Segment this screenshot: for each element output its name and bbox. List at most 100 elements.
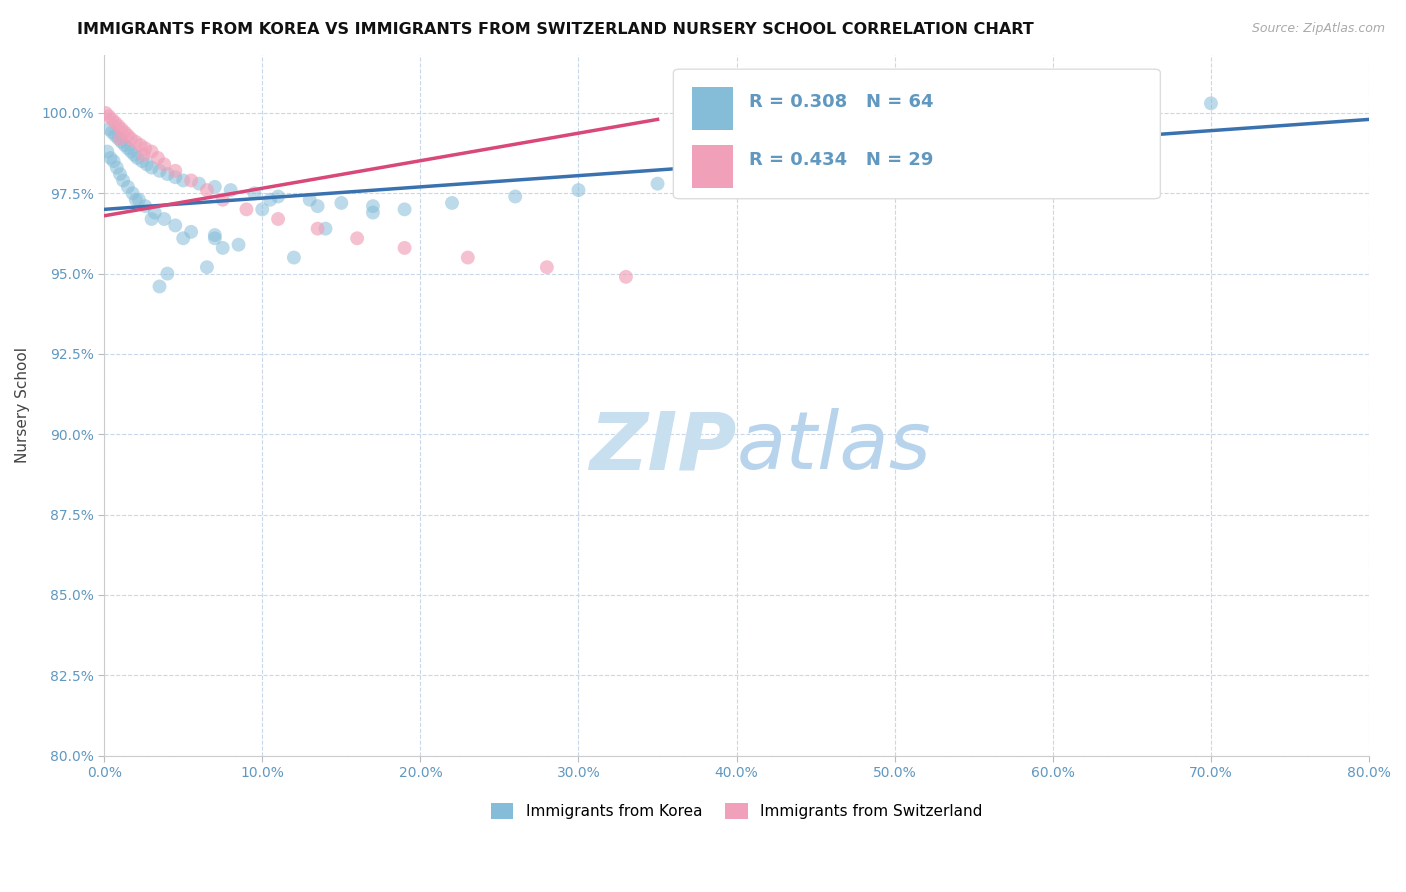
- Point: [252, 202, 274, 217]
- Point: [361, 199, 384, 213]
- Point: [267, 189, 290, 203]
- Point: [134, 199, 156, 213]
- Bar: [692, 87, 733, 130]
- Point: [211, 193, 233, 207]
- Point: [361, 205, 384, 219]
- Point: [307, 221, 329, 235]
- Point: [180, 225, 202, 239]
- Point: [172, 231, 194, 245]
- Text: R = 0.434   N = 29: R = 0.434 N = 29: [749, 152, 934, 169]
- Point: [180, 173, 202, 187]
- Point: [165, 170, 187, 185]
- Point: [1042, 122, 1064, 136]
- Text: IMMIGRANTS FROM KOREA VS IMMIGRANTS FROM SWITZERLAND NURSERY SCHOOL CORRELATION : IMMIGRANTS FROM KOREA VS IMMIGRANTS FROM…: [77, 22, 1033, 37]
- Point: [614, 269, 637, 284]
- Point: [117, 179, 139, 194]
- Point: [146, 151, 169, 165]
- Point: [134, 141, 156, 155]
- FancyBboxPatch shape: [673, 70, 1160, 199]
- Point: [122, 147, 145, 161]
- Point: [204, 179, 226, 194]
- Point: [129, 138, 152, 153]
- Point: [156, 267, 179, 281]
- Point: [259, 193, 281, 207]
- Point: [188, 177, 211, 191]
- Point: [647, 177, 669, 191]
- Text: Source: ZipAtlas.com: Source: ZipAtlas.com: [1251, 22, 1385, 36]
- Point: [153, 157, 176, 171]
- Point: [204, 231, 226, 245]
- Text: ZIP: ZIP: [589, 409, 737, 486]
- Point: [121, 186, 143, 201]
- Point: [141, 161, 163, 175]
- Point: [107, 131, 129, 145]
- Point: [101, 125, 124, 139]
- Point: [100, 151, 122, 165]
- Point: [132, 147, 155, 161]
- Point: [108, 131, 131, 145]
- Point: [1199, 96, 1222, 111]
- Point: [131, 154, 153, 169]
- Point: [503, 189, 526, 203]
- Point: [105, 161, 128, 175]
- Point: [97, 122, 120, 136]
- Text: atlas: atlas: [737, 409, 931, 486]
- Point: [104, 115, 127, 129]
- Point: [143, 205, 166, 219]
- Point: [165, 163, 187, 178]
- Point: [125, 135, 148, 149]
- Point: [110, 122, 132, 136]
- Legend: Immigrants from Korea, Immigrants from Switzerland: Immigrants from Korea, Immigrants from S…: [485, 797, 988, 825]
- Point: [394, 241, 416, 255]
- Point: [243, 186, 266, 201]
- Point: [567, 183, 589, 197]
- Point: [110, 135, 132, 149]
- Point: [96, 145, 118, 159]
- Point: [117, 141, 139, 155]
- Point: [101, 112, 124, 127]
- Point: [112, 173, 135, 187]
- Point: [141, 145, 163, 159]
- Point: [97, 109, 120, 123]
- Point: [153, 212, 176, 227]
- Point: [440, 196, 463, 211]
- Point: [141, 212, 163, 227]
- Point: [283, 251, 305, 265]
- Point: [235, 202, 257, 217]
- Point: [94, 106, 117, 120]
- Point: [298, 193, 321, 207]
- Point: [211, 241, 233, 255]
- Point: [307, 199, 329, 213]
- Point: [114, 125, 136, 139]
- Point: [125, 193, 148, 207]
- Point: [120, 131, 142, 145]
- Point: [346, 231, 368, 245]
- Point: [104, 128, 127, 143]
- Point: [219, 183, 242, 197]
- Point: [103, 154, 125, 169]
- Point: [148, 163, 170, 178]
- Point: [107, 119, 129, 133]
- Point: [127, 151, 149, 165]
- Point: [172, 173, 194, 187]
- Point: [195, 183, 218, 197]
- Point: [195, 260, 218, 275]
- Point: [108, 167, 131, 181]
- Point: [883, 135, 905, 149]
- Point: [135, 157, 157, 171]
- Y-axis label: Nursery School: Nursery School: [15, 347, 30, 463]
- Point: [204, 228, 226, 243]
- Point: [114, 138, 136, 153]
- Point: [156, 167, 179, 181]
- Point: [267, 212, 290, 227]
- Point: [394, 202, 416, 217]
- Point: [165, 219, 187, 233]
- Bar: [692, 145, 733, 188]
- Point: [117, 128, 139, 143]
- Point: [128, 193, 150, 207]
- Point: [148, 279, 170, 293]
- Point: [120, 145, 142, 159]
- Point: [330, 196, 353, 211]
- Text: R = 0.308   N = 64: R = 0.308 N = 64: [749, 93, 934, 112]
- Point: [457, 251, 479, 265]
